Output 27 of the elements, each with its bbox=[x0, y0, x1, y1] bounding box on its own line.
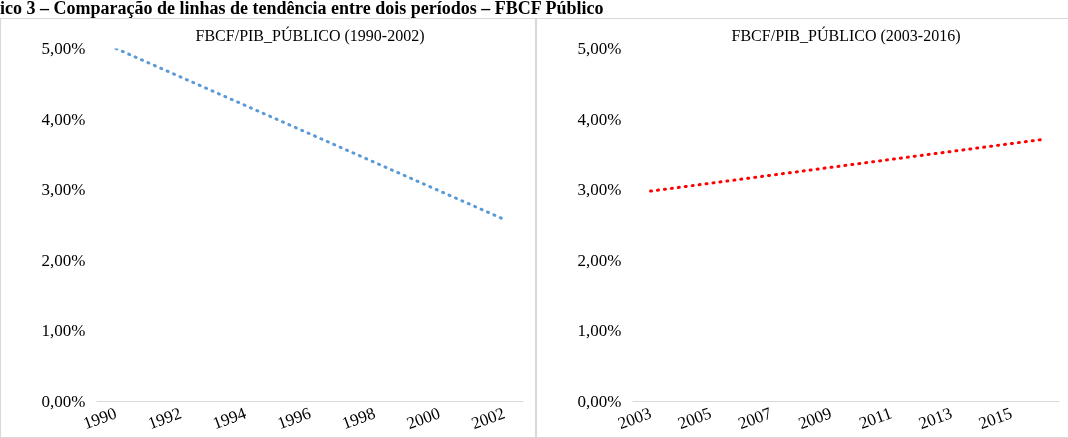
x-tick-label: 2009 bbox=[795, 403, 835, 434]
chart-title: FBCF/PIB_PÚBLICO (2003-2016) bbox=[731, 25, 961, 45]
x-tick-label: 1996 bbox=[274, 403, 314, 434]
y-tick-label: 3,00% bbox=[577, 180, 622, 200]
y-tick-label: 0,00% bbox=[41, 392, 86, 411]
y-tick-label: 4,00% bbox=[41, 109, 86, 129]
chart-title: FBCF/PIB_PÚBLICO (1990-2002) bbox=[195, 25, 425, 45]
y-tick-label: 1,00% bbox=[41, 321, 86, 341]
y-tick-label: 2,00% bbox=[577, 250, 622, 270]
x-tick-label: 2007 bbox=[735, 403, 775, 434]
x-tick-label: 1994 bbox=[210, 403, 250, 434]
y-tick-label: 5,00% bbox=[577, 39, 622, 58]
text: ico 3 – Comparação de linhas de tendência entre dois períodos – FBCF Público bbox=[0, 0, 604, 18]
x-tick-label: 2013 bbox=[916, 403, 955, 434]
x-tick-label: 1992 bbox=[145, 403, 184, 434]
y-tick-label: 1,00% bbox=[577, 321, 622, 341]
y-tick-label: 2,00% bbox=[41, 250, 86, 270]
y-tick-label: 3,00% bbox=[41, 180, 86, 200]
x-tick-label: 2000 bbox=[404, 403, 443, 434]
x-tick-label: 1998 bbox=[339, 403, 378, 434]
y-tick-label: 0,00% bbox=[577, 392, 622, 411]
x-tick-label: 2002 bbox=[468, 403, 508, 434]
x-tick-label: 2011 bbox=[856, 403, 895, 433]
x-tick-label: 2005 bbox=[675, 403, 714, 434]
y-tick-label: 5,00% bbox=[41, 39, 86, 58]
y-tick-label: 4,00% bbox=[577, 109, 622, 129]
x-tick-label: 2015 bbox=[976, 403, 1015, 434]
